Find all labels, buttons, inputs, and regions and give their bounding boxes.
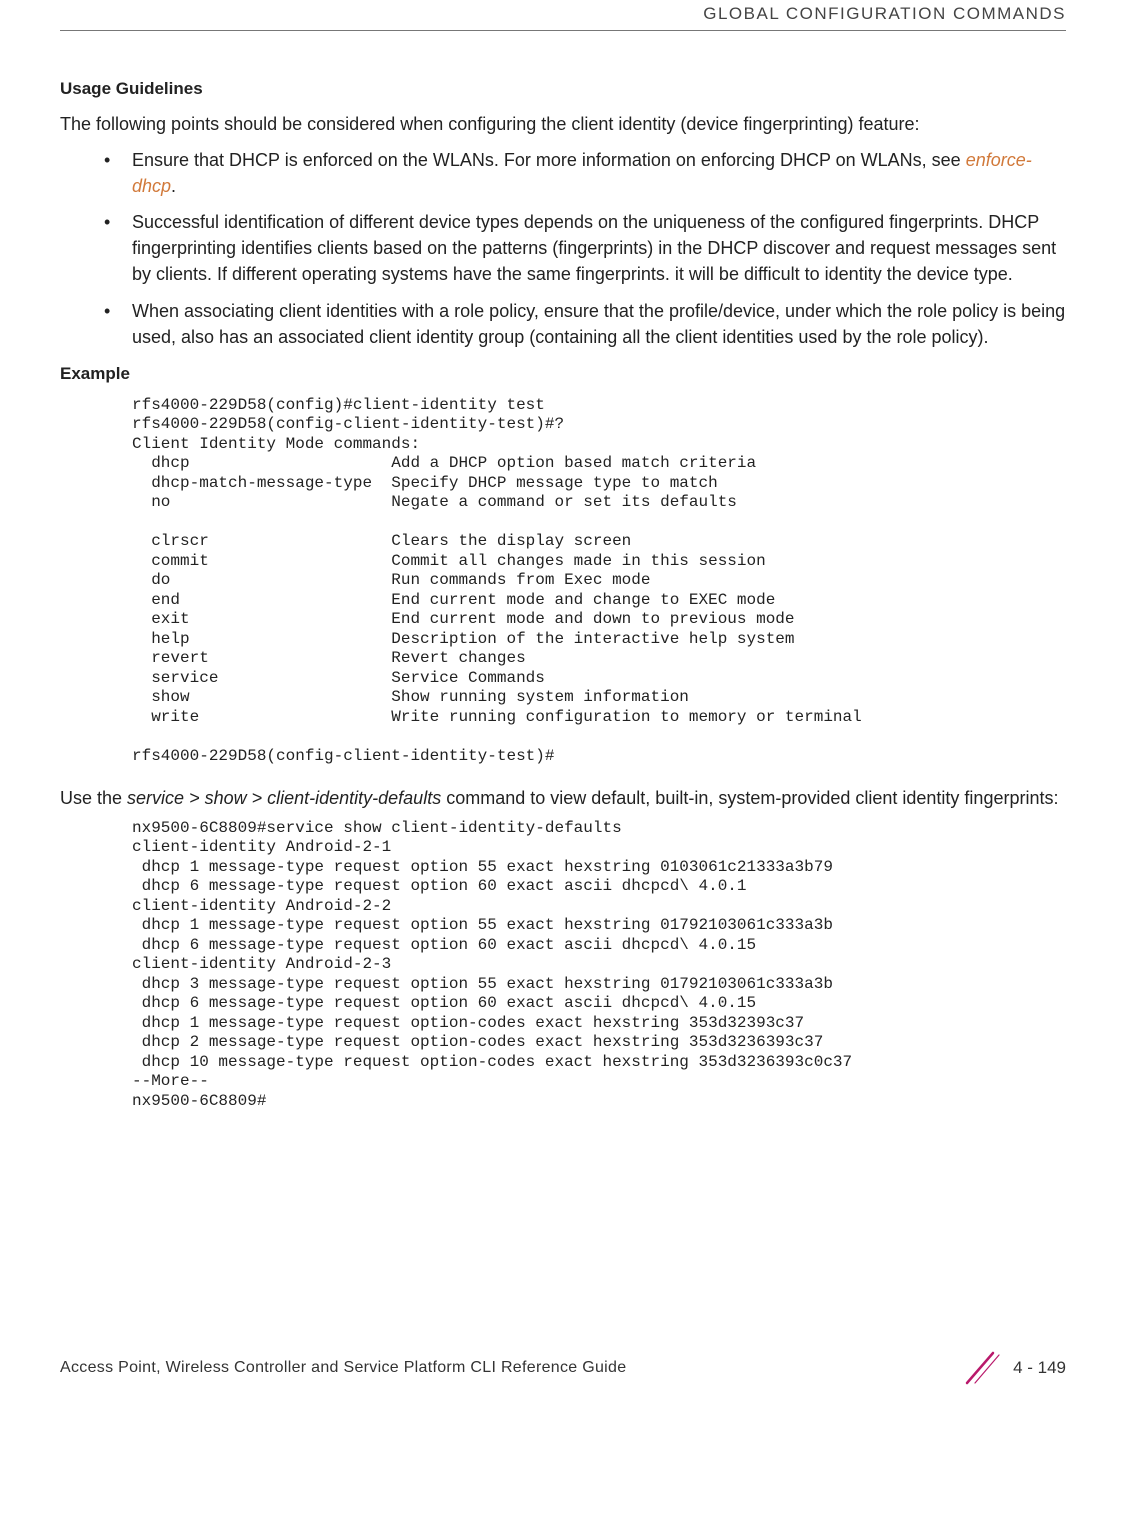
list-item: Ensure that DHCP is enforced on the WLAN… <box>104 147 1066 199</box>
list-item: When associating client identities with … <box>104 298 1066 350</box>
footer-guide-title: Access Point, Wireless Controller and Se… <box>60 1359 626 1377</box>
page-footer: Access Point, Wireless Controller and Se… <box>60 1351 1066 1385</box>
usage-heading: Usage Guidelines <box>60 79 1066 99</box>
running-head: GLOBAL CONFIGURATION COMMANDS <box>60 0 1066 31</box>
use-text-pre: Use the <box>60 788 127 808</box>
usage-points-list: Ensure that DHCP is enforced on the WLAN… <box>60 147 1066 350</box>
use-text-post: command to view default, built-in, syste… <box>441 788 1058 808</box>
code-block-1: rfs4000-229D58(config)#client-identity t… <box>132 396 1066 767</box>
bullet-text: When associating client identities with … <box>132 301 1065 347</box>
use-text: Use the service > show > client-identity… <box>60 785 1066 811</box>
use-text-command: service > show > client-identity-default… <box>127 788 441 808</box>
swoosh-icon <box>965 1351 1001 1385</box>
bullet-text: Successful identification of different d… <box>132 212 1056 284</box>
list-item: Successful identification of different d… <box>104 209 1066 287</box>
usage-intro: The following points should be considere… <box>60 111 1066 137</box>
example-heading: Example <box>60 364 1066 384</box>
page-number: 4 - 149 <box>1013 1358 1066 1378</box>
code-block-2: nx9500-6C8809#service show client-identi… <box>132 819 1066 1112</box>
bullet-text: . <box>171 176 176 196</box>
bullet-text: Ensure that DHCP is enforced on the WLAN… <box>132 150 966 170</box>
